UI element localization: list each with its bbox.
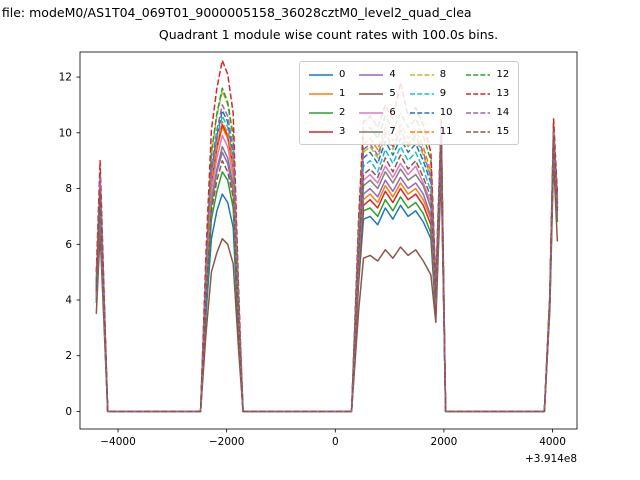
legend-entry-11: 11 [409,122,453,141]
legend-label: 13 [496,87,510,99]
series-line-7 [95,140,559,413]
series-line-14 [95,104,559,413]
legend-label: 3 [339,125,346,137]
series-line-5 [95,159,559,413]
legend-column: 8 9 10 11 [409,65,453,141]
legend-entry-1: 1 [309,84,345,103]
legend-line-sample [309,130,333,133]
x-tick-label: −2000 [209,436,245,448]
legend-label: 11 [439,125,453,137]
legend-entry-4: 4 [359,65,396,84]
legend-entry-15: 15 [466,122,509,141]
chart-title: Quadrant 1 module wise count rates with … [158,27,499,42]
legend-line-sample [359,92,384,95]
legend-label: 10 [439,106,453,118]
legend-entry-12: 12 [466,65,509,84]
legend-line-sample [466,111,491,114]
legend-line-sample [409,130,434,133]
legend-line-sample [466,73,491,76]
x-offset-label: +3.914e8 [525,453,577,465]
legend-entry-9: 9 [409,84,453,103]
legend-entry-5: 5 [359,84,396,103]
legend-entry-2: 2 [309,103,345,122]
legend-line-sample [466,92,491,95]
legend-entry-6: 6 [359,103,396,122]
legend-entry-3: 3 [309,122,345,141]
legend-line-sample [409,111,434,114]
legend-entry-13: 13 [466,84,509,103]
x-tick-label: −4000 [100,436,136,448]
legend-line-sample [309,73,333,76]
series-line-15 [95,134,559,413]
legend-column: 4 5 6 7 [359,65,396,141]
legend-entry-8: 8 [409,65,453,84]
legend-label: 12 [496,68,510,80]
legend-label: 14 [496,106,510,118]
legend-entry-14: 14 [466,103,509,122]
legend-line-sample [309,92,333,95]
file-path-text: n file: modeM0/AS1T04_069T01_9000005158_… [0,5,472,20]
legend-label: 9 [439,87,447,99]
legend: 0 1 2 3 4 5 6 7 8 9 10 11 12 13 14 15 [299,61,520,145]
y-tick-label: 10 [59,127,72,139]
x-tick-label: 2000 [431,436,458,448]
legend-line-sample [309,111,333,114]
legend-label: 5 [389,87,396,99]
legend-line-sample [359,130,384,133]
y-tick-label: 0 [65,406,72,418]
series-line-3 [95,123,559,413]
legend-line-sample [466,130,491,133]
legend-label: 2 [339,106,346,118]
legend-label: 8 [439,68,447,80]
x-tick-label: 0 [332,436,339,448]
y-tick-label: 8 [65,183,72,195]
legend-column: 12 13 14 15 [466,65,509,141]
y-tick-label: 6 [65,239,72,251]
legend-line-sample [359,73,384,76]
legend-entry-7: 7 [359,122,396,141]
y-tick-label: 2 [65,350,72,362]
x-tick-label: 4000 [539,436,566,448]
legend-label: 0 [339,68,346,80]
legend-label: 7 [389,125,396,137]
legend-line-sample [409,73,434,76]
series-line-12 [95,87,559,413]
y-tick-label: 4 [65,294,72,306]
legend-entry-0: 0 [309,65,345,84]
legend-label: 1 [339,87,346,99]
axes-frame [79,51,578,430]
series-line-10 [95,109,559,413]
series-line-9 [95,115,559,413]
series-line-1 [95,126,559,413]
legend-label: 4 [389,68,396,80]
legend-label: 6 [389,106,396,118]
series-line-0 [95,137,559,413]
series-line-4 [95,143,559,413]
series-line-11 [95,120,559,413]
y-tick-label: 12 [59,72,72,84]
series-line-6 [95,132,559,413]
series-line-2 [95,148,559,413]
legend-column: 0 1 2 3 [309,65,345,141]
legend-label: 15 [496,125,510,137]
legend-line-sample [359,111,384,114]
legend-line-sample [409,92,434,95]
legend-entry-10: 10 [409,103,453,122]
